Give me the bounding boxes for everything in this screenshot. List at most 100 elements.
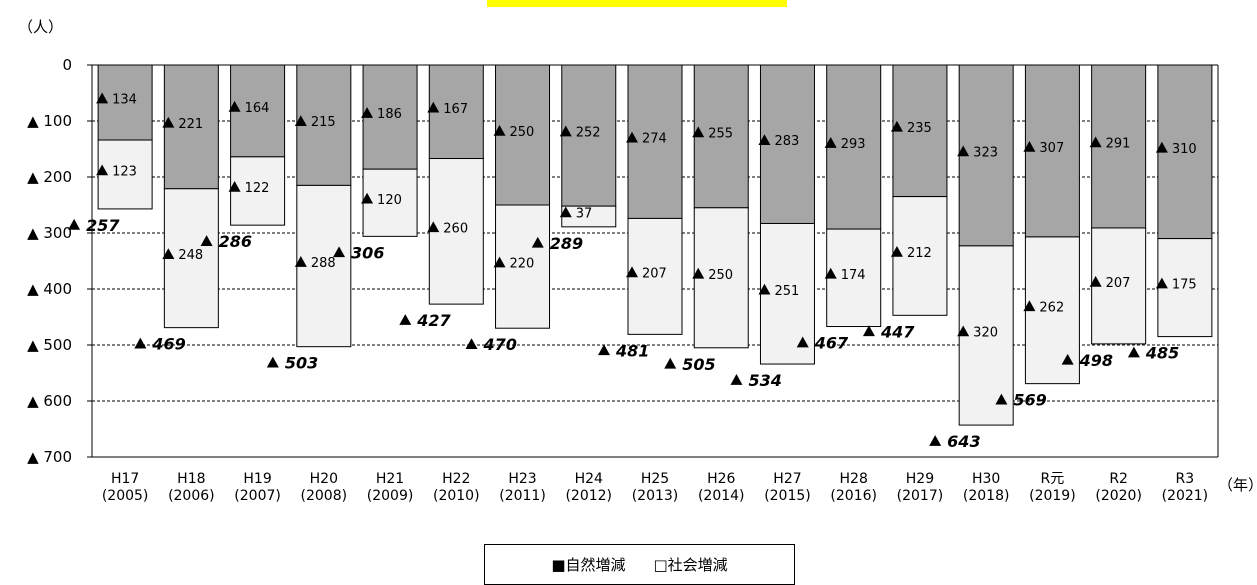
natural-value-label: 310 xyxy=(1172,142,1197,157)
x-tick-label: H21 xyxy=(376,471,404,487)
total-triangle xyxy=(200,235,213,246)
social-value-triangle xyxy=(1023,300,1036,312)
social-value-triangle xyxy=(758,283,771,295)
natural-value-label: 134 xyxy=(112,93,137,108)
social-value-label: 262 xyxy=(1039,300,1064,315)
social-value-label: 122 xyxy=(245,181,270,196)
total-label: 534 xyxy=(748,371,781,390)
natural-value-triangle xyxy=(96,92,109,104)
x-tick-label: H25 xyxy=(641,471,669,487)
x-tick-label: (2018) xyxy=(963,488,1010,504)
x-tick-label: H23 xyxy=(508,471,536,487)
x-tick-label: (2008) xyxy=(301,488,348,504)
natural-value-triangle xyxy=(824,137,837,148)
total-triangle xyxy=(1127,346,1140,358)
x-tick-label: (2013) xyxy=(632,488,679,504)
x-tick-label: (2020) xyxy=(1095,488,1142,504)
x-tick-label: (2016) xyxy=(830,488,877,504)
natural-value-triangle xyxy=(361,107,374,118)
social-value-triangle xyxy=(228,181,241,192)
social-value-triangle xyxy=(162,248,175,259)
total-triangle xyxy=(399,314,412,325)
total-label: 569 xyxy=(1013,391,1046,410)
x-tick-label: H20 xyxy=(310,471,338,487)
x-tick-label: (2011) xyxy=(499,488,546,504)
natural-value-triangle xyxy=(162,116,175,128)
population-change-chart: 0 ▲ 100 ▲ 200 ▲ 300 ▲ 400 ▲ 500 ▲ 600 ▲ 700 （人） （… xyxy=(18,18,1257,504)
social-value-label: 248 xyxy=(178,248,203,263)
social-value-triangle xyxy=(692,267,705,279)
x-tick-label: H24 xyxy=(575,471,603,487)
total-triangle xyxy=(598,344,610,356)
social-value-label: 175 xyxy=(1172,278,1197,293)
y-tick-label: 0 xyxy=(62,56,72,74)
total-label: 485 xyxy=(1145,344,1179,363)
total-label: 498 xyxy=(1079,351,1113,370)
social-value-label: 320 xyxy=(973,325,998,340)
natural-value-label: 283 xyxy=(774,134,799,149)
total-label: 306 xyxy=(351,243,384,262)
total-label: 467 xyxy=(814,334,849,353)
social-value-label: 174 xyxy=(841,268,866,283)
total-label: 503 xyxy=(285,354,318,373)
social-value-triangle xyxy=(1089,275,1102,287)
y-tick-label: ▲ 100 xyxy=(27,112,72,130)
x-tick-label: (2012) xyxy=(565,488,612,504)
x-tick-label: H26 xyxy=(707,471,735,487)
x-tick-label: H29 xyxy=(906,471,934,487)
natural-value-triangle xyxy=(758,134,771,146)
x-tick-label: R3 xyxy=(1176,471,1195,487)
x-tick-label: (2006) xyxy=(168,488,215,504)
total-label: 469 xyxy=(151,335,185,354)
axes: 0 ▲ 100 ▲ 200 ▲ 300 ▲ 400 ▲ 500 ▲ 600 ▲ 700 （人） （… xyxy=(18,18,1257,504)
social-value-triangle xyxy=(626,266,638,278)
y-tick-label: ▲ 700 xyxy=(27,448,72,466)
natural-value-label: 291 xyxy=(1106,136,1131,151)
total-triangle xyxy=(664,357,677,369)
social-value-label: 288 xyxy=(311,256,336,271)
total-triangle xyxy=(1061,353,1074,365)
natural-value-triangle xyxy=(1023,140,1036,152)
natural-value-triangle xyxy=(493,125,506,136)
legend-social-label: □社会増減 xyxy=(653,556,728,574)
x-tick-label: H22 xyxy=(442,471,470,487)
total-triangle xyxy=(333,246,346,258)
social-value-label: 207 xyxy=(642,266,667,281)
natural-value-triangle xyxy=(692,126,705,138)
social-value-triangle xyxy=(559,206,572,218)
x-tick-label: (2009) xyxy=(367,488,414,504)
x-tick-label: (2017) xyxy=(897,488,944,504)
natural-value-triangle xyxy=(228,100,241,112)
title-highlight-box xyxy=(487,0,787,7)
x-tick-label: (2010) xyxy=(433,488,480,504)
natural-value-label: 164 xyxy=(245,101,270,116)
natural-value-label: 186 xyxy=(377,107,402,122)
x-tick-label: R2 xyxy=(1109,471,1128,487)
social-value-label: 250 xyxy=(708,268,733,283)
natural-value-triangle xyxy=(559,125,572,137)
x-tick-label: H18 xyxy=(177,471,205,487)
x-tick-label: (2005) xyxy=(102,488,149,504)
natural-value-triangle xyxy=(626,131,638,143)
total-label: 505 xyxy=(682,355,715,374)
x-tick-label: (2007) xyxy=(234,488,281,504)
x-tick-label: H28 xyxy=(840,471,868,487)
y-tick-label: ▲ 600 xyxy=(27,392,72,410)
y-tick-label: ▲ 200 xyxy=(27,168,72,186)
total-triangle xyxy=(465,338,478,349)
legend-natural-label: ■自然増減 xyxy=(551,556,626,574)
legend-item-natural: ■自然増減 xyxy=(551,554,625,575)
total-triangle xyxy=(730,374,743,385)
total-triangle xyxy=(862,325,875,337)
bars xyxy=(97,64,1213,426)
x-tick-label: (2021) xyxy=(1162,488,1209,504)
total-triangle xyxy=(68,218,81,230)
x-tick-label: H30 xyxy=(972,471,1000,487)
total-triangle xyxy=(796,336,809,348)
natural-value-triangle xyxy=(890,120,903,132)
natural-value-label: 252 xyxy=(576,126,601,141)
total-triangle xyxy=(134,337,147,349)
social-value-triangle xyxy=(957,325,970,337)
total-label: 427 xyxy=(416,311,451,330)
natural-value-triangle xyxy=(1155,141,1168,153)
